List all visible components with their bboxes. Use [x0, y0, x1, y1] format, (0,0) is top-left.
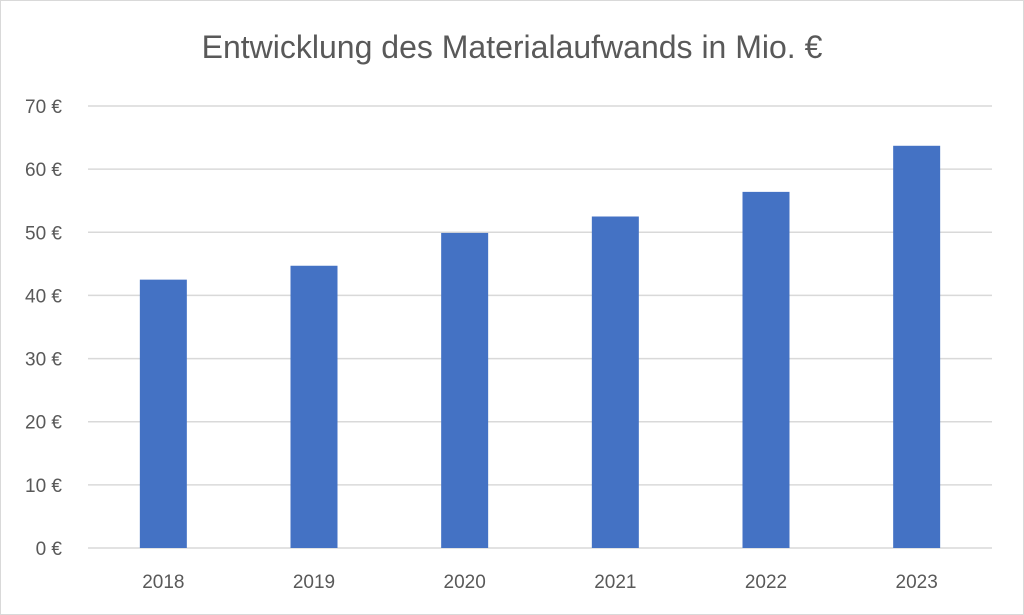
chart-title: Entwicklung des Materialaufwands in Mio.… — [202, 29, 823, 65]
x-tick-label: 2021 — [594, 572, 636, 593]
y-tick-label: 20 € — [25, 413, 62, 434]
x-tick-label: 2022 — [745, 572, 787, 593]
y-tick-label: 40 € — [25, 286, 62, 307]
y-tick-label: 50 € — [25, 223, 62, 244]
y-tick-label: 60 € — [25, 160, 62, 181]
bar-2022 — [742, 191, 790, 549]
y-tick-label: 0 € — [36, 539, 63, 560]
x-tick-label: 2023 — [896, 572, 938, 593]
bar-2018 — [139, 279, 187, 548]
y-tick-label: 70 € — [25, 97, 62, 118]
y-tick-label: 10 € — [25, 476, 62, 497]
bar-2020 — [441, 232, 489, 548]
bar-2023 — [893, 145, 941, 548]
x-tick-label: 2019 — [293, 572, 335, 593]
x-tick-label: 2020 — [444, 572, 486, 593]
bar-2021 — [591, 216, 639, 548]
bar-2019 — [290, 265, 338, 548]
x-tick-label: 2018 — [142, 572, 184, 593]
y-tick-label: 30 € — [25, 350, 62, 371]
